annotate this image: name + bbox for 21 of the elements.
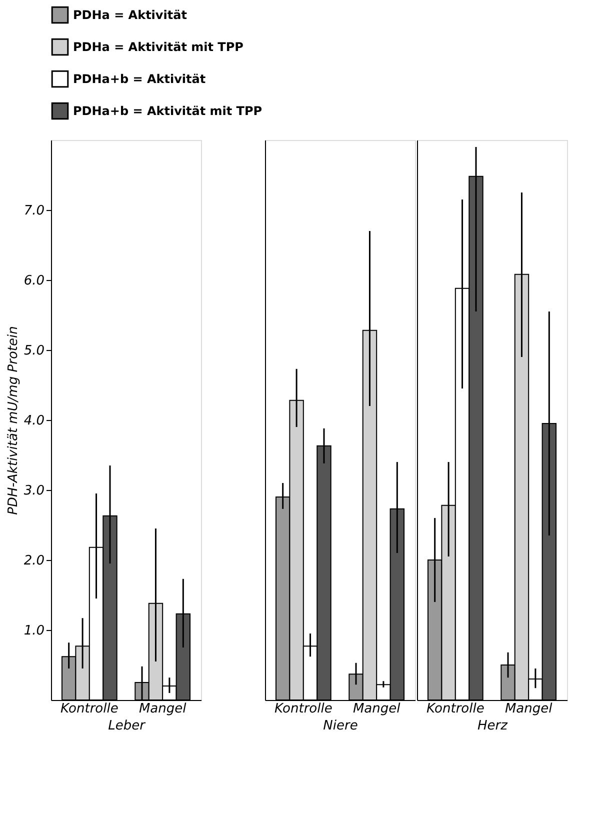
- y-tick-label: 4.0: [24, 414, 44, 428]
- x-tick-label: Kontrolle: [60, 702, 118, 716]
- x-axis-title: Leber: [108, 718, 147, 734]
- y-tick-label: 6.0: [24, 274, 44, 288]
- x-tick-label: Mangel: [504, 702, 553, 716]
- y-tick-label: 5.0: [24, 344, 44, 358]
- x-tick-label: Mangel: [138, 702, 187, 716]
- y-tick-label: 3.0: [24, 484, 44, 498]
- legend-label: PDHa+b = Aktivität mit TPP: [73, 104, 262, 118]
- x-tick-label: Kontrolle: [426, 702, 484, 716]
- y-tick-label: 1.0: [24, 624, 44, 638]
- y-axis-title: PDH-Aktivität mU/mg Protein: [6, 326, 21, 515]
- legend-label: PDHa+b = Aktivität: [73, 72, 206, 86]
- x-tick-label: Mangel: [352, 702, 401, 716]
- y-tick-label: 7.0: [24, 204, 44, 218]
- legend-label: PDHa = Aktivität mit TPP: [73, 40, 244, 54]
- y-tick-label: 2.0: [24, 554, 44, 568]
- x-axis-title: Niere: [323, 718, 358, 734]
- legend-label: PDHa = Aktivität: [73, 8, 188, 22]
- x-tick-label: Kontrolle: [274, 702, 332, 716]
- x-axis-title: Herz: [478, 718, 509, 734]
